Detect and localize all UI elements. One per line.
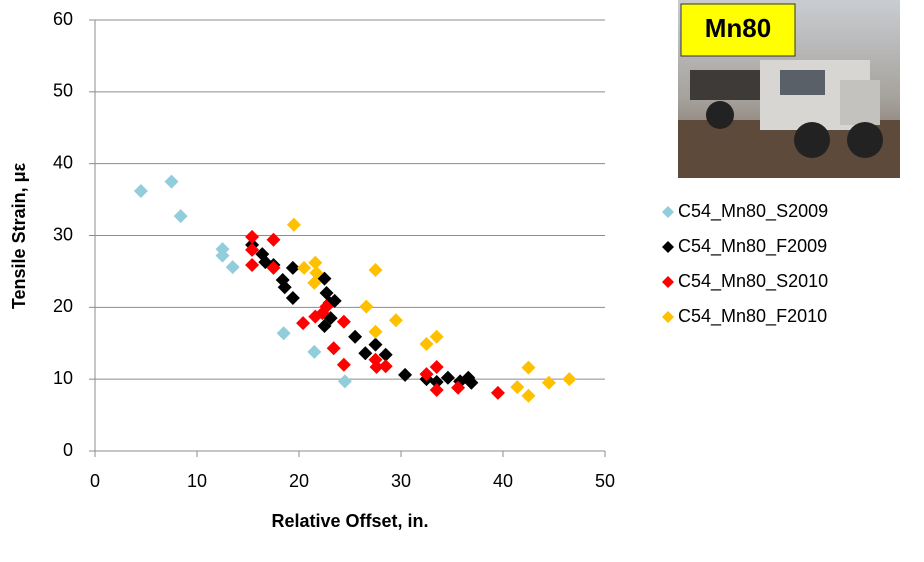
data-point: [309, 265, 324, 280]
data-point: [451, 380, 466, 395]
legend-marker: [662, 276, 674, 288]
data-point: [336, 314, 351, 329]
y-tick-label: 20: [53, 296, 73, 316]
y-tick-label: 0: [63, 440, 73, 460]
legend-label: C54_Mn80_F2010: [678, 306, 827, 327]
data-point: [490, 385, 505, 400]
data-point: [245, 257, 260, 272]
y-tick-label: 60: [53, 9, 73, 29]
data-point: [429, 382, 444, 397]
data-point: [319, 299, 334, 314]
data-point: [245, 229, 260, 244]
data-point: [317, 319, 332, 334]
data-point: [266, 260, 281, 275]
data-point: [225, 260, 240, 275]
data-point: [164, 174, 179, 189]
legend-marker: [662, 311, 674, 323]
data-point: [378, 359, 393, 374]
data-point: [440, 370, 455, 385]
data-point: [398, 367, 413, 382]
data-point: [307, 275, 322, 290]
legend-label: C54_Mn80_F2009: [678, 236, 827, 257]
data-point: [297, 260, 312, 275]
data-point: [359, 299, 374, 314]
data-point: [307, 344, 322, 359]
data-point: [388, 313, 403, 328]
data-point: [429, 359, 444, 374]
data-point: [464, 375, 479, 390]
legend-marker: [662, 206, 674, 218]
data-point: [285, 290, 300, 305]
data-point: [337, 374, 352, 389]
data-point: [276, 326, 291, 341]
photo-inset: Mn80: [678, 0, 900, 178]
x-axis-label: Relative Offset, in.: [271, 511, 428, 531]
inset-label: Mn80: [705, 13, 771, 43]
legend-marker: [662, 241, 674, 253]
data-point: [326, 341, 341, 356]
y-tick-label: 50: [53, 81, 73, 101]
data-point: [277, 280, 292, 295]
data-point: [378, 347, 393, 362]
data-point: [133, 183, 148, 198]
x-tick-label: 30: [391, 471, 411, 491]
x-tick-label: 10: [187, 471, 207, 491]
y-tick-label: 10: [53, 368, 73, 388]
x-tick-label: 0: [90, 471, 100, 491]
data-point: [510, 380, 525, 395]
legend-label: C54_Mn80_S2010: [678, 271, 828, 292]
data-point: [308, 255, 323, 270]
data-point: [429, 375, 444, 390]
data-point: [562, 372, 577, 387]
legend-label: C54_Mn80_S2009: [678, 201, 828, 222]
data-point: [419, 367, 434, 382]
data-point: [296, 316, 311, 331]
y-axis-label: Tensile Strain, με: [9, 162, 29, 309]
data-point: [521, 388, 536, 403]
y-tick-label: 40: [53, 152, 73, 172]
data-point: [266, 232, 281, 247]
data-point: [429, 329, 444, 344]
data-point: [173, 209, 188, 224]
data-point: [369, 359, 384, 374]
data-point: [521, 360, 536, 375]
data-point: [286, 217, 301, 232]
data-point: [541, 375, 556, 390]
data-point: [368, 262, 383, 277]
data-point: [348, 329, 363, 344]
data-point: [285, 260, 300, 275]
data-point: [245, 242, 260, 257]
x-tick-label: 20: [289, 471, 309, 491]
data-point: [368, 324, 383, 339]
data-point: [419, 336, 434, 351]
data-point: [368, 337, 383, 352]
x-tick-label: 40: [493, 471, 513, 491]
x-tick-label: 50: [595, 471, 615, 491]
data-point: [215, 248, 230, 263]
y-tick-label: 30: [53, 224, 73, 244]
data-point: [336, 357, 351, 372]
data-point: [358, 346, 373, 361]
